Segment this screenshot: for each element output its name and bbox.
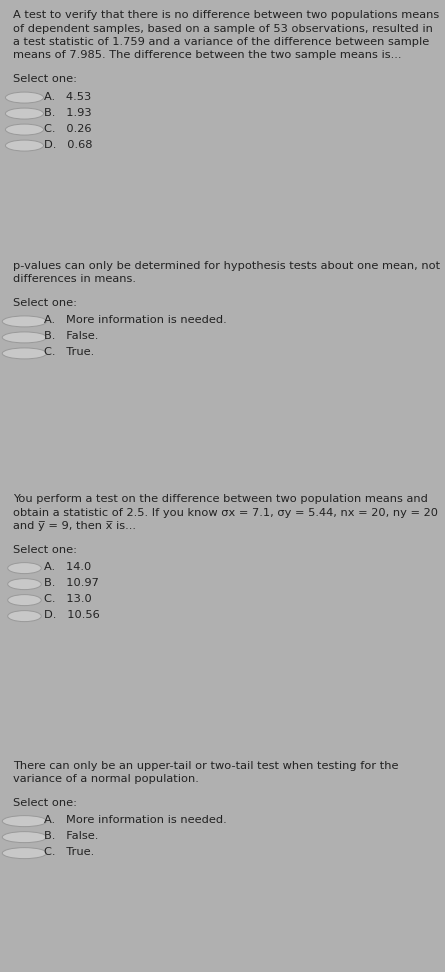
Text: C.   13.0: C. 13.0 [44,594,92,604]
Ellipse shape [8,610,41,622]
Text: Select one:: Select one: [13,798,77,808]
Text: of dependent samples, based on a sample of 53 observations, resulted in: of dependent samples, based on a sample … [13,23,433,33]
Text: There can only be an upper-tail or two-tail test when testing for the: There can only be an upper-tail or two-t… [13,760,399,771]
Text: Select one:: Select one: [13,544,77,555]
Ellipse shape [2,331,47,343]
Text: A.   14.0: A. 14.0 [44,562,92,573]
Text: C.   True.: C. True. [44,847,95,857]
Text: p-values can only be determined for hypothesis tests about one mean, not: p-values can only be determined for hypo… [13,260,441,271]
Text: B.   False.: B. False. [44,331,99,341]
Text: D.   0.68: D. 0.68 [44,140,93,150]
Text: A test to verify that there is no difference between two populations means: A test to verify that there is no differ… [13,10,440,20]
Text: and y̅ = 9, then x̅ is...: and y̅ = 9, then x̅ is... [13,521,136,531]
Ellipse shape [5,124,44,135]
Text: A.   4.53: A. 4.53 [44,91,92,101]
Text: B.   10.97: B. 10.97 [44,578,99,588]
Text: C.   0.26: C. 0.26 [44,123,92,133]
Text: D.   10.56: D. 10.56 [44,610,100,620]
Text: A.   More information is needed.: A. More information is needed. [44,315,227,326]
Text: means of 7.985. The difference between the two sample means is...: means of 7.985. The difference between t… [13,51,402,60]
Ellipse shape [2,848,47,858]
Ellipse shape [8,595,41,606]
Ellipse shape [8,563,41,573]
Text: B.   1.93: B. 1.93 [44,108,92,118]
Text: obtain a statistic of 2.5. If you know σx = 7.1, σy = 5.44, nx = 20, ny = 20: obtain a statistic of 2.5. If you know σ… [13,507,438,517]
Text: differences in means.: differences in means. [13,274,136,285]
Ellipse shape [2,816,47,826]
Ellipse shape [5,108,44,120]
Ellipse shape [5,92,44,103]
Text: variance of a normal population.: variance of a normal population. [13,774,199,784]
Text: a test statistic of 1.759 and a variance of the difference between sample: a test statistic of 1.759 and a variance… [13,37,429,47]
Text: You perform a test on the difference between two population means and: You perform a test on the difference bet… [13,494,428,504]
Ellipse shape [2,348,47,359]
Ellipse shape [2,832,47,843]
Text: Select one:: Select one: [13,74,77,84]
Ellipse shape [2,316,47,327]
Text: B.   False.: B. False. [44,831,99,841]
Ellipse shape [5,140,44,151]
Text: A.   More information is needed.: A. More information is needed. [44,816,227,825]
Ellipse shape [8,578,41,590]
Text: C.   True.: C. True. [44,347,95,358]
Text: Select one:: Select one: [13,297,77,308]
